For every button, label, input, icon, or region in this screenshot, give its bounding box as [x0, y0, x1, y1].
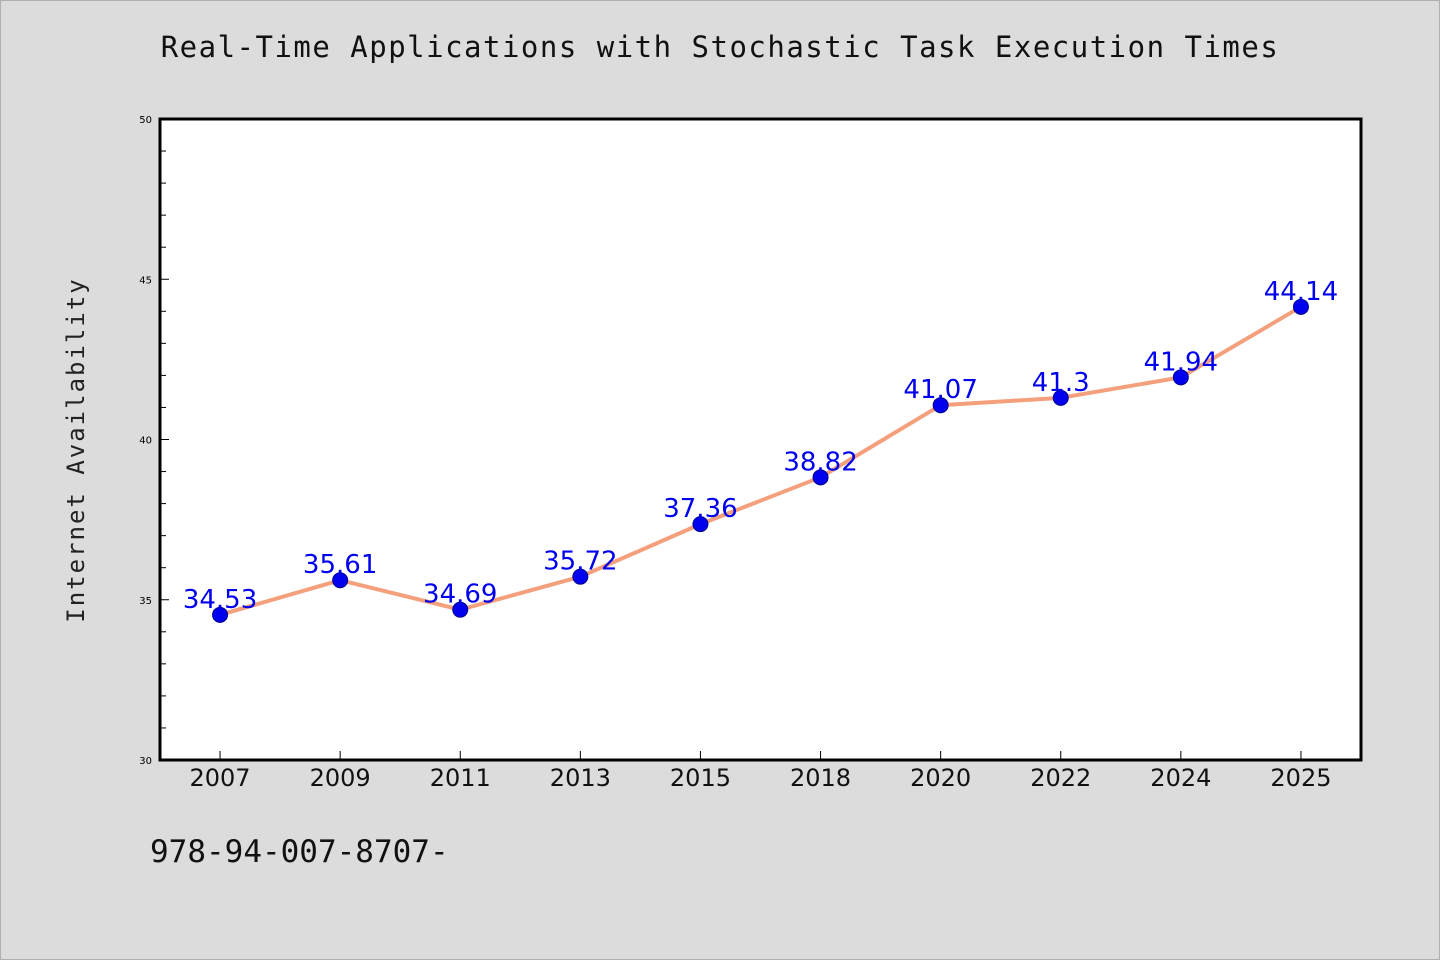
data-label: 41.94: [1144, 347, 1218, 377]
data-label: 37.36: [663, 494, 737, 524]
footnote-text: 978-94-007-8707-: [150, 834, 449, 870]
series-line: [219, 305, 1302, 617]
data-label: 35.72: [543, 547, 617, 577]
x-tick-label: 2015: [670, 764, 731, 792]
x-tick-label: 2025: [1270, 764, 1331, 792]
data-label: 44.14: [1264, 277, 1338, 307]
x-tick-label: 2018: [790, 764, 851, 792]
data-label: 38.82: [783, 447, 857, 477]
data-point: [932, 397, 949, 414]
data-point: [1172, 369, 1189, 386]
data-point: [1292, 298, 1309, 315]
data-label: 34.69: [423, 580, 497, 610]
data-label: 34.53: [183, 585, 257, 615]
data-label: 41.3: [1032, 368, 1090, 398]
y-tick-label: 40: [139, 436, 152, 447]
data-point: [812, 469, 829, 486]
x-tick-label: 2013: [550, 764, 611, 792]
y-tick-label: 30: [139, 756, 152, 767]
y-tick-label: 50: [139, 115, 152, 126]
x-tick-label: 2024: [1150, 764, 1211, 792]
plot-area: [158, 117, 1363, 762]
data-point: [332, 572, 349, 589]
chart-title: Real-Time Applications with Stochastic T…: [160, 30, 1280, 64]
data-point: [452, 601, 469, 618]
x-tick-label: 2007: [190, 764, 251, 792]
data-point: [212, 606, 229, 623]
x-tick-label: 2022: [1030, 764, 1091, 792]
data-point: [692, 516, 709, 533]
data-point: [572, 568, 589, 585]
data-label: 41.07: [903, 375, 977, 405]
x-tick-label: 2011: [430, 764, 491, 792]
y-tick-label: 45: [139, 275, 152, 286]
data-label: 35.61: [303, 550, 377, 580]
y-tick-label: 35: [139, 596, 152, 607]
x-tick-label: 2009: [310, 764, 371, 792]
x-tick-label: 2020: [910, 764, 971, 792]
data-point: [1052, 389, 1069, 406]
